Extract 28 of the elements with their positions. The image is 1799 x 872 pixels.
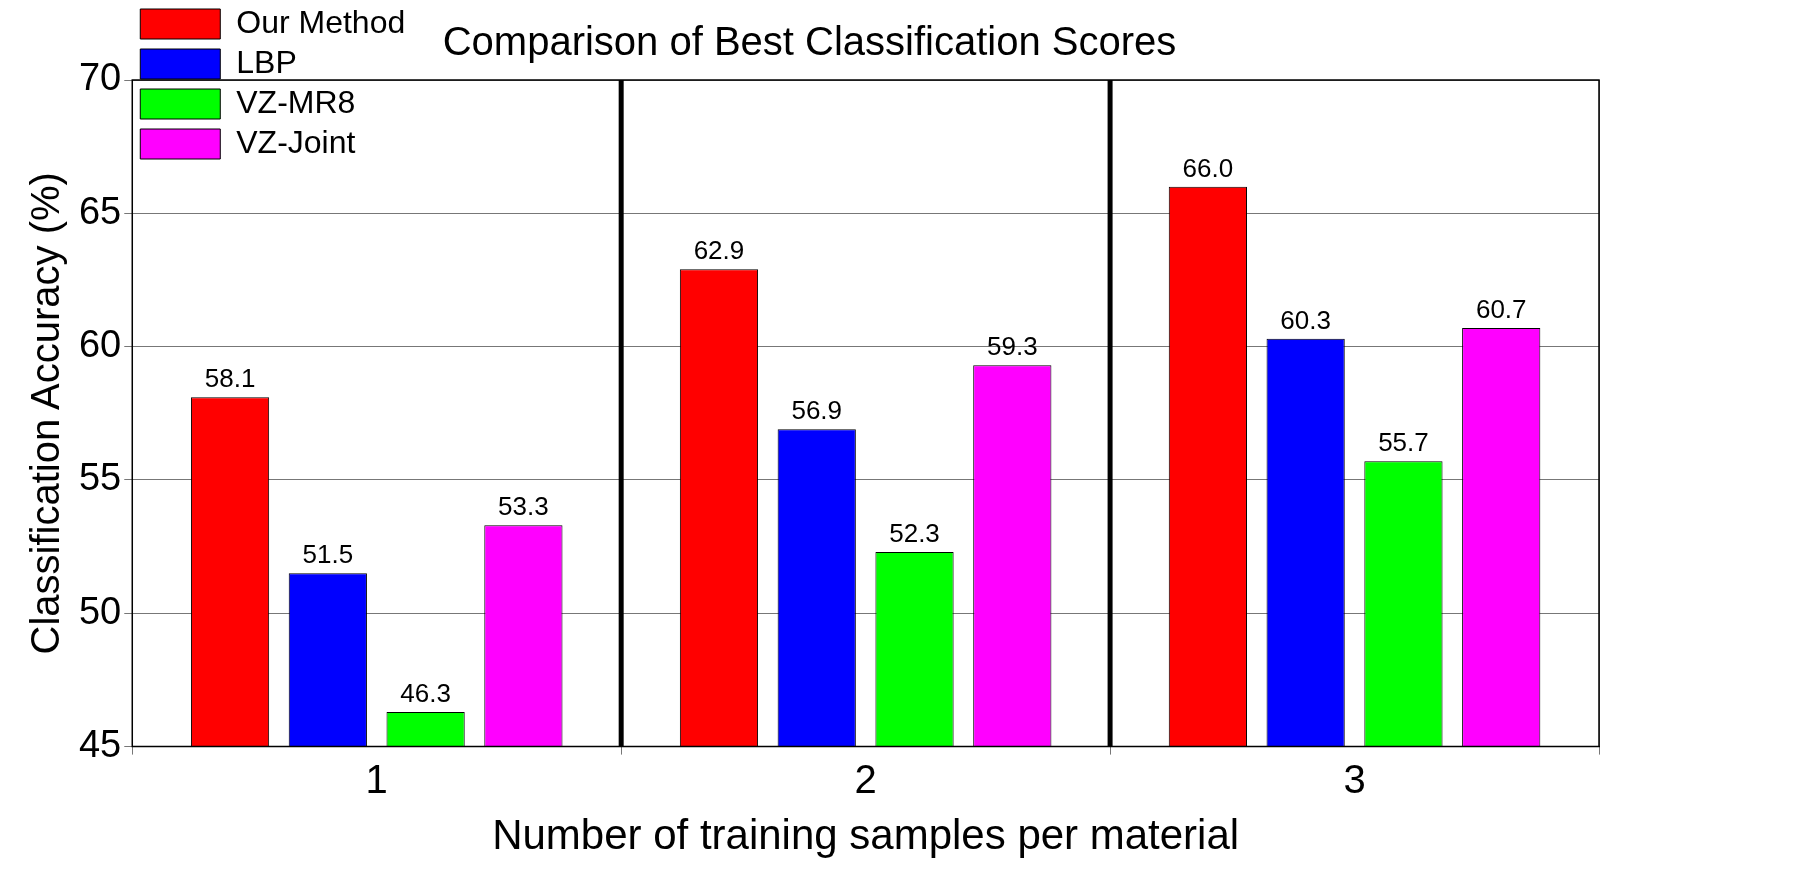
text: 55.7 bbox=[1378, 427, 1429, 458]
text: 59.3 bbox=[987, 331, 1038, 362]
y-tick-label: 45 bbox=[78, 723, 122, 766]
text: 62.9 bbox=[693, 235, 745, 266]
text: 51.5 bbox=[302, 539, 354, 570]
x-tick-label: 2 bbox=[854, 756, 877, 801]
text: 58.1 bbox=[204, 363, 256, 394]
y-tick-label: 70 bbox=[78, 56, 122, 99]
chart-title: Comparison of Best Classification Scores bbox=[442, 19, 1177, 64]
y-tick-label: 65 bbox=[78, 189, 122, 232]
text: 53.3 bbox=[498, 491, 549, 522]
text: 56.9 bbox=[791, 395, 843, 426]
text: 60.7 bbox=[1475, 294, 1527, 325]
y-tick-label: 50 bbox=[78, 589, 122, 632]
text: 66.0 bbox=[1182, 152, 1234, 183]
legend-label: VZ-MR8 bbox=[236, 83, 356, 120]
legend-label: LBP bbox=[236, 43, 297, 80]
y-tick-label: 60 bbox=[78, 323, 122, 366]
text: 46.3 bbox=[400, 678, 451, 709]
x-tick-label: 1 bbox=[365, 756, 388, 801]
x-axis-title: Number of training samples per material bbox=[492, 811, 1240, 859]
legend-label: Our Method bbox=[236, 3, 406, 40]
x-tick-label: 3 bbox=[1343, 756, 1366, 801]
y-axis-title: Classification Accuracy (%) bbox=[23, 172, 68, 655]
legend-label: VZ-Joint bbox=[236, 123, 356, 160]
y-tick-label: 55 bbox=[78, 456, 122, 499]
text: 52.3 bbox=[889, 518, 940, 549]
text: 60.3 bbox=[1280, 304, 1331, 335]
